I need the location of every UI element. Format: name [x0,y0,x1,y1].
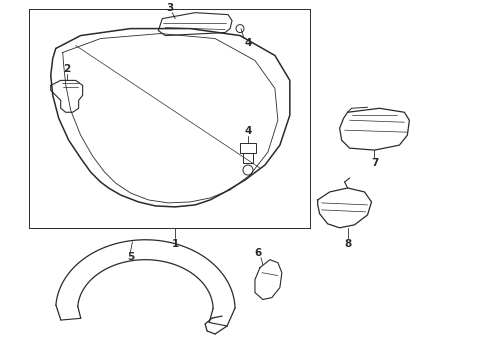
Bar [240,143,256,153]
Text: 8: 8 [344,239,351,249]
Bar [243,153,253,163]
Text: 5: 5 [127,252,134,262]
Text: 4: 4 [245,37,252,48]
Text: 4: 4 [245,126,252,136]
Text: 7: 7 [371,158,378,168]
Text: 6: 6 [254,248,262,258]
Text: 1: 1 [172,239,179,249]
Text: 2: 2 [63,64,71,75]
Text: 3: 3 [167,3,174,13]
